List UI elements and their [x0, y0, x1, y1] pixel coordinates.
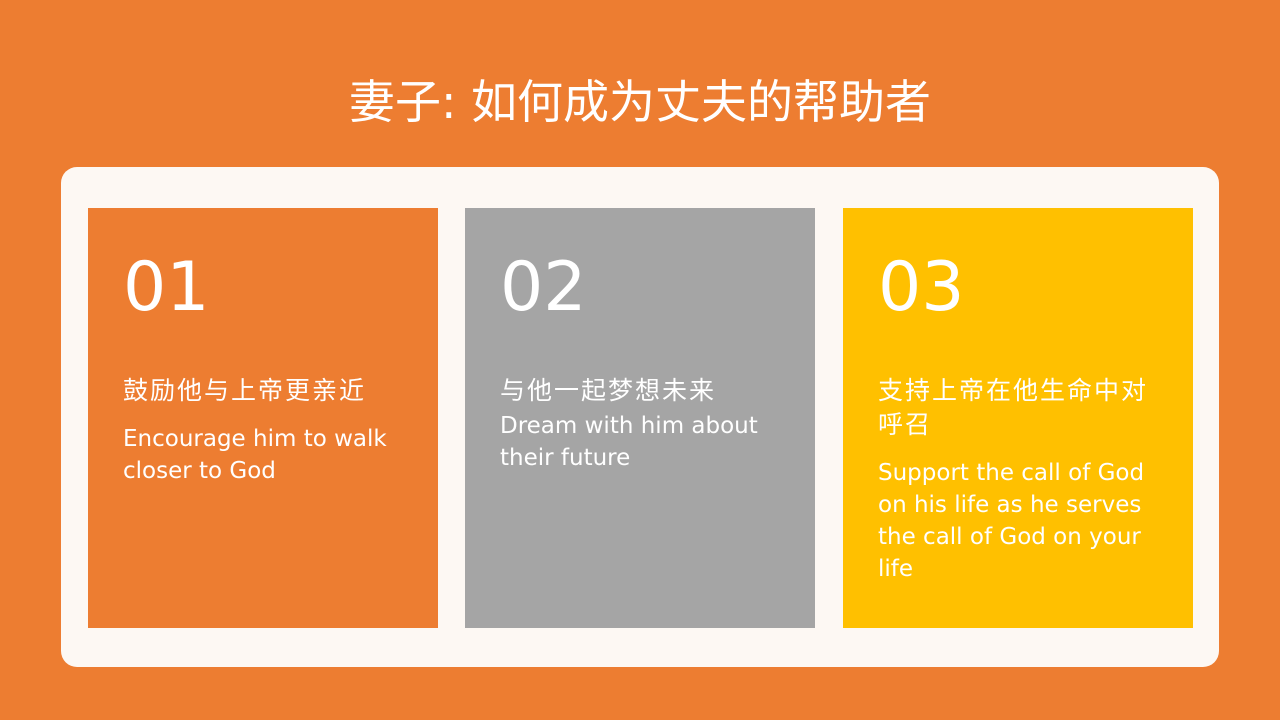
card-number: 02	[500, 248, 587, 327]
card-number: 03	[878, 248, 965, 327]
card-chinese-text: 与他一起梦想未来	[500, 376, 717, 405]
card-02: 02 与他一起梦想未来 Dream with him about their f…	[465, 208, 815, 628]
card-english-text: Dream with him about their future	[500, 413, 758, 471]
card-chinese-text: 鼓励他与上帝更亲近	[123, 376, 367, 405]
card-chinese-text: 支持上帝在他生命中对呼召	[878, 376, 1149, 439]
card-english-text: Encourage him to walk closer to God	[123, 426, 387, 484]
card-number: 01	[123, 248, 210, 327]
card-english-text: Support the call of God on his life as h…	[878, 460, 1145, 582]
card-01: 01 鼓励他与上帝更亲近 Encourage him to walk close…	[88, 208, 438, 628]
card-03: 03 支持上帝在他生命中对呼召 Support the call of God …	[843, 208, 1193, 628]
slide-title: 妻子: 如何成为丈夫的帮助者	[348, 75, 932, 129]
